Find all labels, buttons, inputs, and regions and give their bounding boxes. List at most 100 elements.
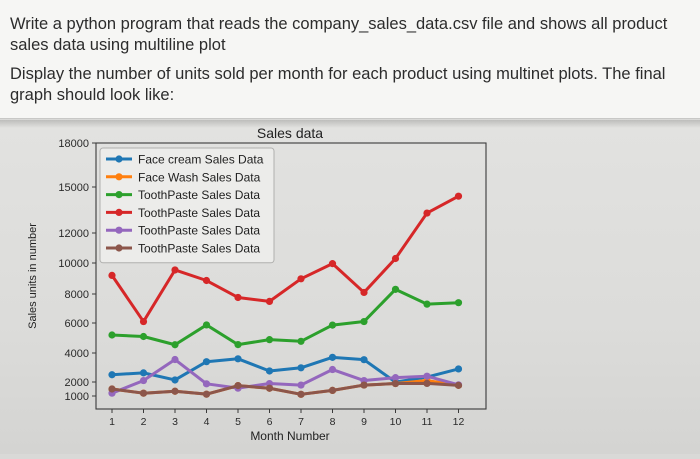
legend-swatch-marker: [115, 173, 123, 181]
series-line: [110, 194, 460, 324]
plot-frame: [95, 142, 487, 410]
data-point: [328, 321, 337, 329]
legend-swatch-marker: [115, 244, 123, 252]
x-tick-label: 7: [298, 416, 304, 428]
series-3: [108, 285, 463, 349]
y-axis-label: Sales units in number: [27, 223, 39, 329]
data-point: [171, 341, 179, 349]
data-point: [360, 288, 368, 297]
series-6: [108, 379, 463, 398]
data-point: [423, 209, 431, 217]
data-point: [454, 381, 463, 389]
series-layer: [108, 192, 463, 398]
y-tick-label: 18000: [58, 138, 89, 150]
data-point: [454, 365, 463, 373]
data-point: [328, 365, 337, 374]
data-point: [139, 389, 148, 397]
legend-box: [99, 147, 275, 264]
data-point: [139, 317, 148, 326]
x-tick-label: 1: [109, 416, 115, 428]
series-line: [111, 287, 459, 347]
data-point: [454, 192, 463, 200]
x-tick-label: 2: [141, 416, 147, 428]
question-line-2: Display the number of units sold per mon…: [10, 65, 666, 104]
x-tick-label: 11: [422, 416, 433, 428]
x-tick-label: 8: [330, 416, 336, 428]
data-point: [202, 276, 211, 285]
y-tick-label: 6000: [65, 318, 89, 330]
data-point: [391, 254, 400, 263]
data-point: [234, 341, 242, 349]
question-card: Write a python program that reads the co…: [0, 0, 700, 119]
data-point: [360, 356, 368, 364]
chart-title: Sales data: [257, 125, 323, 141]
legend-swatch-marker: [115, 226, 123, 234]
y-tick-label: 15000: [58, 182, 89, 194]
data-point: [234, 293, 242, 302]
data-point: [139, 369, 148, 377]
data-point: [171, 387, 179, 395]
data-point: [391, 374, 400, 382]
series-4: [108, 192, 463, 326]
sales-line-chart: 1000 2000 4000 6000 8000 10000 12000 15000 18000…: [27, 125, 487, 443]
y-tick-label: 12000: [58, 228, 89, 240]
x-tick-label: 9: [361, 416, 367, 428]
data-point: [139, 332, 148, 341]
photo-shadow: [0, 120, 700, 128]
x-tick-label: 6: [267, 416, 273, 428]
data-point: [454, 299, 463, 307]
data-point: [108, 331, 116, 339]
y-tick-label: 8000: [65, 289, 89, 301]
y-tick-label: 10000: [58, 258, 89, 270]
x-tick-label: 5: [235, 416, 241, 428]
y-tick-label: 4000: [65, 348, 89, 360]
legend: Face cream Sales Data Face Wash Sales Dat…: [99, 147, 275, 264]
question-line-1: Write a python program that reads the co…: [10, 15, 668, 54]
data-point: [297, 390, 305, 398]
legend-swatch-marker: [115, 208, 123, 216]
data-point: [328, 386, 337, 394]
series-line: [111, 355, 459, 384]
data-point: [297, 337, 305, 345]
y-tick-label: 2000: [65, 377, 89, 389]
data-point: [265, 336, 274, 344]
legend-swatch-marker: [115, 155, 123, 163]
data-point: [423, 300, 431, 308]
data-point: [202, 380, 211, 388]
data-point: [423, 372, 431, 380]
data-point: [265, 384, 274, 392]
data-point: [391, 379, 400, 388]
data-point: [234, 382, 242, 390]
data-point: [108, 371, 116, 379]
data-point: [297, 381, 305, 389]
y-tick-label: 1000: [65, 391, 89, 403]
data-point: [360, 381, 368, 389]
data-point: [391, 285, 400, 293]
data-point: [171, 266, 179, 274]
data-point: [297, 275, 305, 283]
data-point: [108, 271, 116, 279]
legend-label: Face Wash Sales Data: [138, 170, 261, 184]
series-line: [111, 381, 459, 396]
legend-label: Face cream Sales Data: [138, 153, 264, 167]
data-point: [139, 376, 148, 385]
data-point: [171, 355, 179, 364]
data-point: [202, 321, 211, 329]
data-point: [171, 376, 179, 384]
legend-label: ToothPaste Sales Data: [138, 188, 260, 202]
x-tick-label: 10: [390, 416, 402, 428]
data-point: [202, 390, 211, 398]
data-point: [297, 364, 305, 372]
x-axis-label: Month Number: [250, 429, 329, 443]
legend-label: ToothPaste Sales Data: [138, 206, 260, 220]
chart-photo: 1000 2000 4000 6000 8000 10000 12000 15000 18000…: [0, 120, 700, 454]
legend-label: ToothPaste Sales Data: [138, 242, 260, 256]
data-point: [423, 379, 431, 387]
legend-swatch-marker: [115, 191, 123, 199]
data-point: [202, 358, 211, 366]
data-point: [328, 353, 337, 361]
x-tick-label: 3: [172, 416, 178, 428]
data-point: [265, 297, 274, 305]
data-point: [265, 367, 274, 375]
data-point: [328, 260, 337, 268]
